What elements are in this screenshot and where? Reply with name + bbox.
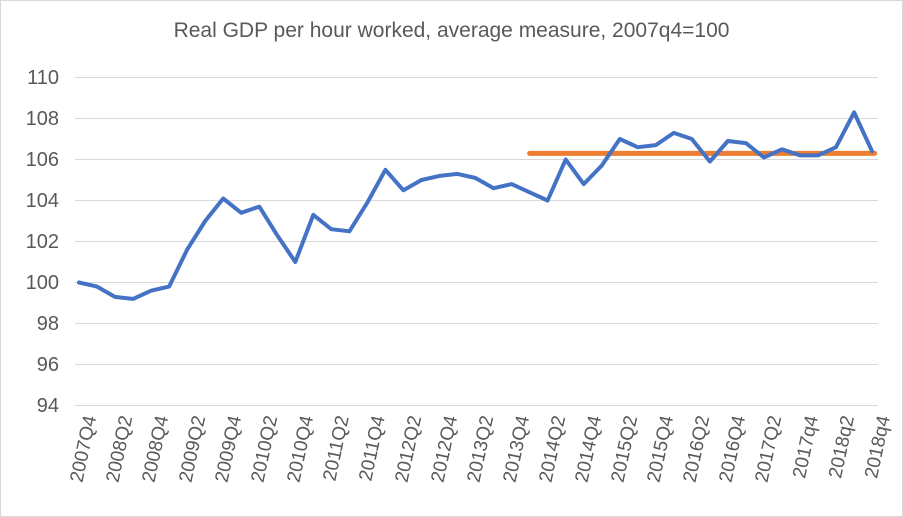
chart-title: Real GDP per hour worked, average measur…: [173, 19, 730, 42]
y-axis-label: 110: [27, 66, 59, 89]
y-axis-label: 100: [25, 271, 59, 294]
y-axis-label: 102: [25, 230, 59, 253]
y-axis-label: 96: [36, 353, 59, 376]
y-axis-label: 98: [36, 312, 59, 335]
y-axis-label: 108: [25, 107, 59, 130]
y-axis-label: 106: [25, 148, 59, 171]
gdp-series-line: [77, 110, 875, 301]
y-axis-label: 104: [25, 189, 59, 212]
y-axis-label: 94: [36, 394, 59, 417]
